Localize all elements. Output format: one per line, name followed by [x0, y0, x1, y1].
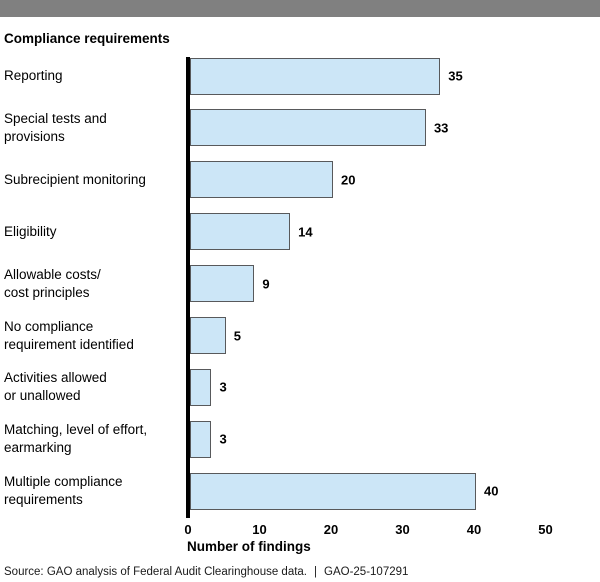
- value-label: 33: [433, 120, 449, 136]
- category-label: Matching, level of effort, earmarking: [4, 422, 148, 456]
- category-label: Special tests and provisions: [4, 110, 107, 144]
- category-label: Eligibility: [4, 223, 57, 239]
- bar-row: Matching, level of effort, earmarking 3: [0, 420, 600, 458]
- category-label: No compliance requirement identified: [4, 318, 134, 352]
- bar: [190, 472, 476, 510]
- category-label: Reporting: [4, 68, 63, 83]
- value-label: 3: [219, 379, 227, 395]
- category-label: Multiple compliance requirements: [4, 474, 123, 508]
- bar: [190, 420, 212, 458]
- value-label: 20: [341, 172, 356, 188]
- bar-row: Reporting 35: [0, 57, 600, 95]
- x-tick: 0: [184, 522, 192, 537]
- category-label: Activities allowed or unallowed: [4, 370, 107, 404]
- bar: [190, 57, 441, 95]
- bar: [190, 213, 291, 251]
- category-label: Allowable costs/ cost principles: [4, 266, 101, 300]
- bar-row: Activities allowed or unallowed 3: [0, 368, 600, 406]
- value-label: 5: [233, 328, 241, 343]
- x-tick: 40: [466, 522, 482, 537]
- source-separator: |: [314, 566, 318, 578]
- source-text: Source: GAO analysis of Federal Audit Cl…: [4, 566, 308, 578]
- bar: [190, 109, 426, 147]
- x-tick: 50: [538, 522, 553, 537]
- value-label: 40: [484, 483, 499, 499]
- header-bar: [0, 0, 600, 17]
- bar-row: Allowable costs/ cost principles 9: [0, 265, 600, 303]
- value-label: 35: [448, 68, 463, 84]
- bar-row: Multiple compliance requirements 40: [0, 472, 600, 510]
- bar-row: Subrecipient monitoring 20: [0, 161, 600, 199]
- x-tick: 10: [252, 522, 267, 537]
- bar: [190, 317, 226, 354]
- value-label: 3: [219, 431, 227, 447]
- source-note: Source: GAO analysis of Federal Audit Cl…: [4, 566, 408, 578]
- report-number: GAO-25-107291: [324, 566, 409, 578]
- chart-title: Compliance requirements: [4, 31, 170, 46]
- value-label: 14: [298, 224, 313, 240]
- bar: [190, 265, 255, 303]
- bar-row: Special tests and provisions 33: [0, 109, 600, 147]
- bar-row: No compliance requirement identified 5: [0, 317, 600, 354]
- value-label: 9: [262, 276, 270, 292]
- y-axis-line: [186, 57, 190, 518]
- bar-row: Eligibility 14: [0, 213, 600, 251]
- bar: [190, 368, 212, 406]
- category-label: Subrecipient monitoring: [4, 171, 146, 187]
- x-tick: 30: [395, 522, 410, 537]
- x-tick: 20: [323, 522, 339, 537]
- x-axis-label: Number of findings: [187, 539, 311, 554]
- bar: [190, 161, 333, 199]
